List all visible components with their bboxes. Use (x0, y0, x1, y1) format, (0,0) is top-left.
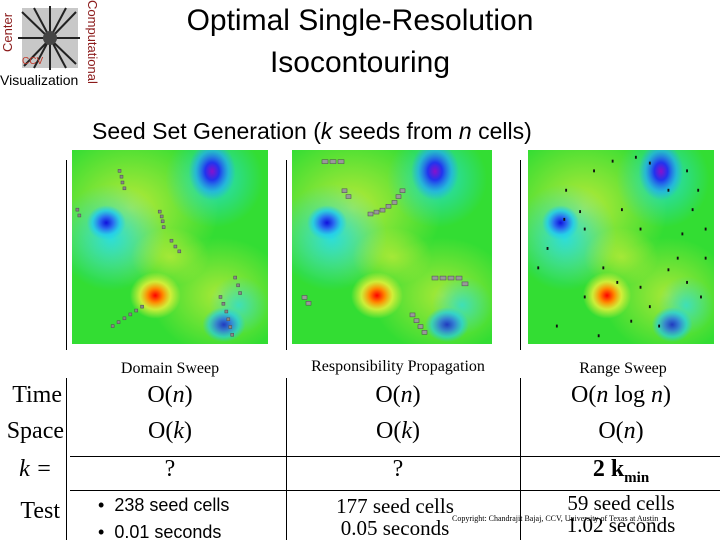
subtitle-mid: seeds from (332, 118, 459, 144)
responsibility-propagation-space: O(k) (376, 418, 420, 444)
table-vline-2 (286, 378, 287, 540)
row-header-space: Space (6, 418, 64, 444)
range-sweep-test-1: 59 seed cells (567, 491, 675, 515)
logo-visualization-text: Visualization (0, 72, 79, 88)
table-rule-2 (70, 490, 720, 491)
domain-sweep-k: ? (164, 456, 176, 482)
ccv-logo: Center Computational CCV Visualization (0, 0, 100, 95)
slide-title: Optimal Single-Resolution Isocontouring (186, 4, 534, 79)
logo-ccv-mark: CCV (22, 56, 44, 67)
col-label-domain-sweep: Domain Sweep (120, 360, 220, 377)
domain-sweep-space: O(k) (148, 418, 192, 444)
table-vline-1 (66, 378, 67, 540)
row-header-time: Time (12, 382, 62, 408)
responsibility-propagation-visualization (292, 150, 492, 344)
range-sweep-space: O(n) (598, 418, 644, 444)
copyright-notice: Copyright: Chandrajit Bajaj, CCV, Univer… (452, 514, 659, 523)
domain-sweep-test-1: • 238 seed cells (98, 495, 230, 515)
col-label-responsibility-propagation: Responsibility Propagation (311, 358, 485, 375)
subtitle-n: n (458, 118, 472, 144)
row-header-test: Test (20, 498, 60, 524)
table-rule-1 (70, 456, 720, 457)
table-vline-3 (520, 378, 521, 540)
logo-computational-text: Computational (85, 0, 100, 84)
range-sweep-k: 2 kmin (592, 456, 650, 486)
seed-path-1 (117, 169, 127, 191)
panel2-divider (286, 160, 287, 350)
logo-center-text: Center (0, 12, 15, 52)
row-header-k: k = (19, 456, 52, 482)
domain-sweep-time: O(n) (147, 382, 193, 408)
domain-sweep-visualization (72, 150, 268, 344)
subtitle-k: k (320, 118, 333, 144)
range-sweep-time: O(n log n) (571, 382, 671, 408)
responsibility-propagation-test-2: 0.05 seconds (340, 516, 450, 540)
col-label-range-sweep: Range Sweep (579, 360, 667, 377)
responsibility-propagation-k: ? (392, 456, 404, 482)
panel3-divider (520, 160, 521, 350)
logo-star-graphic (18, 6, 80, 70)
subtitle-post: cells) (471, 118, 532, 144)
responsibility-propagation-time: O(n) (375, 382, 421, 408)
panel1-divider (66, 160, 67, 350)
bullet: • (98, 495, 105, 515)
slide-subtitle: Seed Set Generation (k seeds from n cell… (92, 118, 532, 145)
responsibility-propagation-test-1: 177 seed cells (336, 494, 454, 518)
subtitle-pre: Seed Set Generation ( (92, 118, 321, 144)
bullet: • (98, 522, 105, 542)
range-sweep-visualization (528, 150, 714, 344)
range-sweep-test-2: 1.02 seconds (566, 513, 676, 537)
domain-sweep-test-2: • 0.01 seconds (98, 522, 222, 542)
